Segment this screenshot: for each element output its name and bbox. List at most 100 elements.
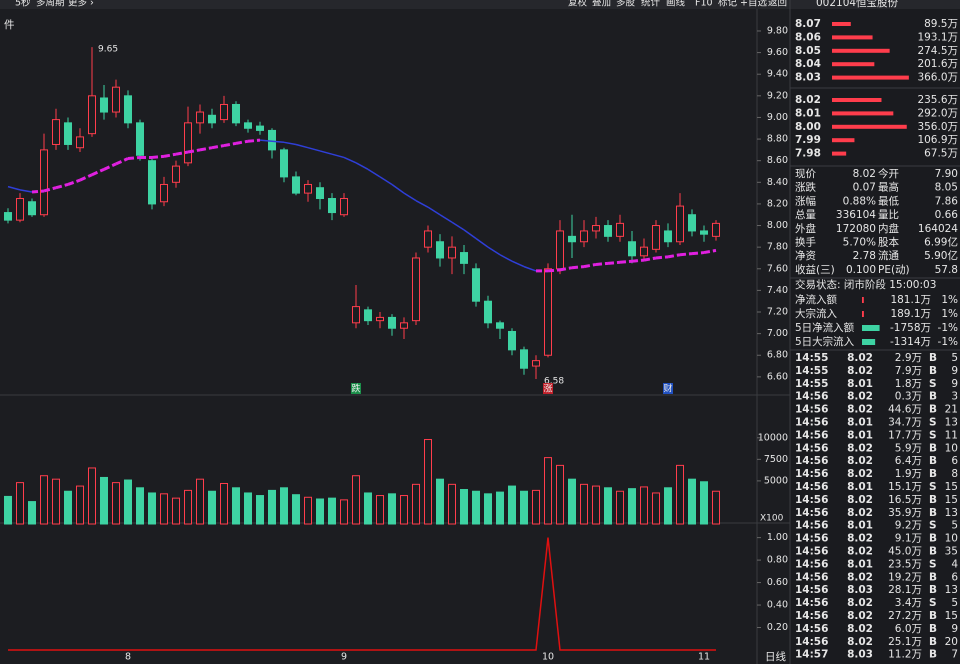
trade-price: 8.02: [847, 507, 873, 519]
x-tick-label: 9: [341, 652, 347, 663]
candle-body: [64, 122, 72, 145]
stat-value: 2.78: [853, 250, 876, 262]
trade-side: S: [929, 597, 937, 609]
trade-time: 14:55: [795, 352, 828, 364]
stat-value: 336104: [836, 209, 876, 221]
trade-side: B: [929, 442, 937, 454]
volume-bar: [508, 485, 516, 525]
stat-value: 164024: [918, 223, 958, 235]
trade-price: 8.02: [847, 365, 873, 377]
book-bar: [832, 111, 894, 116]
toolbar-button[interactable]: 画线: [666, 0, 686, 9]
candle-body: [4, 212, 12, 221]
moving-average: [463, 229, 477, 240]
trade-volume: 35.9万: [888, 507, 922, 519]
moving-average: [439, 214, 453, 223]
volume-bar: [220, 482, 228, 525]
moving-average: [259, 139, 273, 142]
y-tick-label: 7.00: [767, 328, 788, 339]
trade-status: 交易状态: 闭市阶段 15:00:03: [795, 278, 936, 291]
trade-side: B: [929, 352, 937, 364]
moving-average: [175, 150, 189, 156]
flow-label: 5日大宗流入: [795, 335, 855, 348]
candle-body: [28, 201, 36, 216]
y-tick-label: 7.80: [767, 242, 788, 253]
moving-average: [43, 186, 57, 193]
toolbar-button[interactable]: 更多 ›: [68, 0, 94, 9]
trade-volume: 34.7万: [888, 417, 922, 429]
trade-time: 14:56: [795, 533, 828, 545]
toolbar-button[interactable]: 叠加: [592, 0, 611, 9]
trade-side: B: [929, 455, 937, 467]
trade-volume: 1.9万: [895, 468, 922, 480]
candle-body: [592, 225, 600, 232]
volume-bar: [556, 464, 564, 525]
flow-bar: [862, 311, 864, 317]
toolbar-button[interactable]: 多周期: [36, 0, 65, 9]
candle-body: [376, 316, 384, 322]
trade-time: 14:56: [795, 610, 828, 622]
moving-average: [571, 265, 585, 270]
trade-side: B: [929, 468, 937, 480]
book-bar: [832, 22, 851, 26]
volume-bar: [616, 490, 624, 525]
y-tick-label: 8.00: [767, 220, 788, 231]
toolbar-button[interactable]: 复权: [568, 0, 588, 9]
trade-price: 8.02: [847, 597, 873, 609]
trade-count: 15: [945, 494, 958, 506]
trade-count: 9: [951, 365, 958, 377]
flow-pct: -1%: [938, 336, 958, 348]
volume-bar: [64, 490, 72, 525]
toolbar-button[interactable]: 统计: [641, 0, 661, 9]
trade-side: B: [929, 649, 937, 661]
y-tick-label: 8.60: [767, 155, 788, 166]
trade-side: B: [929, 546, 937, 558]
candle-body: [196, 111, 204, 124]
period-label: 日线: [765, 650, 786, 663]
toolbar-button[interactable]: 5秒: [15, 0, 31, 9]
candle-body: [448, 246, 456, 259]
trade-volume: 0.3万: [895, 391, 922, 403]
flow-amount: 181.1万: [890, 294, 931, 306]
moving-average: [103, 162, 117, 171]
event-tag: [543, 383, 553, 394]
book-price: 8.07: [795, 18, 821, 30]
toolbar-button[interactable]: 多股: [616, 0, 636, 9]
book-bar: [832, 124, 907, 129]
volume-bar: [76, 485, 84, 525]
trade-time: 14:56: [795, 597, 828, 609]
candle-body: [328, 198, 336, 214]
trade-time: 14:56: [795, 391, 828, 403]
trade-count: 7: [951, 649, 958, 661]
toolbar-button[interactable]: 返回: [768, 0, 787, 9]
toolbar-button[interactable]: +自选: [740, 0, 767, 9]
toolbar-button[interactable]: F10: [695, 0, 713, 9]
moving-average: [307, 146, 321, 152]
stat-label: 最高: [878, 181, 899, 194]
candle-body: [712, 222, 720, 237]
candle-body: [352, 306, 360, 324]
trade-price: 8.02: [847, 391, 873, 403]
candle-body: [280, 149, 288, 178]
trade-volume: 6.0万: [895, 623, 922, 635]
moving-average: [499, 254, 513, 262]
trade-volume: 9.1万: [895, 533, 922, 545]
y-tick-label: 7.40: [767, 285, 788, 296]
volume-bar: [688, 478, 696, 525]
y-tick-label: 8.20: [767, 198, 788, 209]
candle-body: [160, 183, 168, 203]
moving-average: [235, 139, 249, 145]
volume-bar: [436, 478, 444, 525]
candle-body: [616, 222, 624, 237]
book-bar: [832, 75, 909, 80]
moving-average: [295, 143, 309, 149]
trade-time: 14:56: [795, 442, 828, 454]
toolbar-button[interactable]: 标记: [718, 0, 738, 9]
volume-bar: [52, 478, 60, 525]
y-tick-label: 7500: [764, 454, 788, 465]
candle-body: [112, 86, 120, 113]
moving-average: [67, 178, 81, 186]
trade-count: 11: [945, 429, 958, 441]
moving-average: [415, 200, 429, 208]
